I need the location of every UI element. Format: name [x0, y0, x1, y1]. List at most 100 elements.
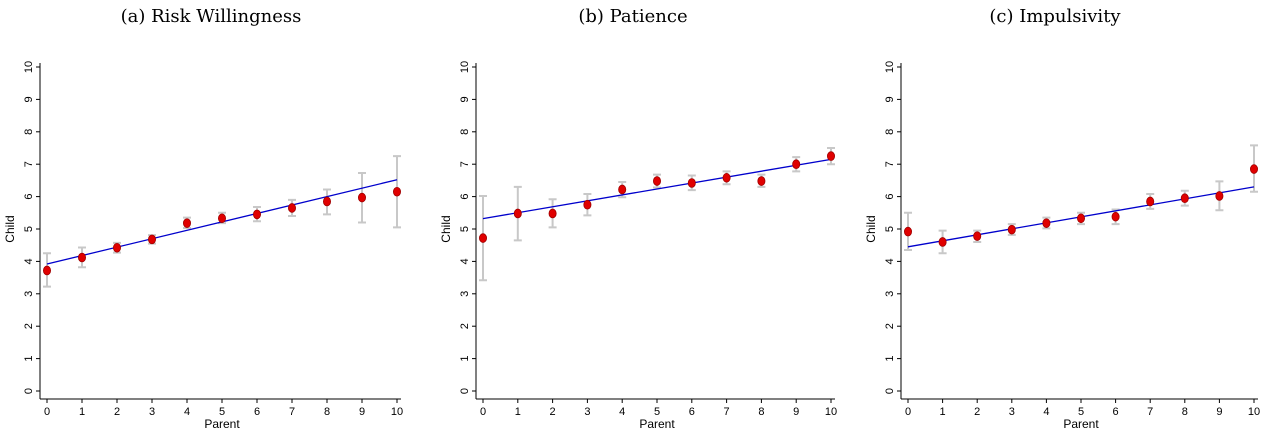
y-tick-label: 8 [23, 129, 35, 135]
x-tick-label: 7 [724, 406, 730, 418]
data-point [652, 176, 661, 186]
x-tick-label: 8 [324, 406, 330, 418]
y-tick-label: 4 [23, 258, 35, 264]
data-point [78, 252, 87, 263]
x-tick-label: 6 [254, 406, 260, 418]
data-point [113, 242, 122, 253]
x-tick-label: 3 [1009, 406, 1015, 418]
x-tick-label: 6 [689, 406, 695, 418]
y-tick-label: 1 [459, 356, 471, 362]
y-tick-label: 5 [884, 226, 896, 232]
y-tick-label: 1 [884, 356, 896, 362]
data-point [826, 151, 835, 161]
x-tick-label: 1 [79, 406, 85, 418]
panel-patience: (b) Patience 0 1 2 3 4 5 6 7 8 9 10 0 1 2 3 4 5 6 7 8 9 10 Pare… [422, 0, 844, 443]
data-point [687, 178, 696, 188]
y-tick-label: 9 [884, 96, 896, 102]
data-point [322, 196, 331, 207]
data-point [1042, 218, 1051, 228]
data-point [1076, 213, 1085, 224]
y-tick-label: 1 [23, 356, 35, 362]
x-axis-label: Parent [204, 417, 240, 431]
data-point [792, 159, 801, 170]
data-point [479, 233, 488, 243]
y-tick-label: 10 [884, 61, 896, 73]
y-axis-label: Child [864, 215, 878, 242]
x-tick-label: 5 [219, 406, 225, 418]
y-tick-label: 6 [884, 194, 896, 200]
x-tick-label: 10 [391, 406, 403, 418]
data-point [182, 218, 191, 228]
x-tick-label: 5 [1078, 406, 1084, 418]
data-point [1215, 191, 1224, 201]
chart-svg: (a) Risk Willingness 0 1 2 3 4 5 6 7 8 9 10 0 1 2 3 4 5 6 7… [3, 6, 403, 431]
y-tick-label: 2 [459, 323, 471, 329]
x-axis-label: Parent [1063, 417, 1099, 431]
x-tick-label: 2 [550, 406, 556, 418]
data-point [252, 209, 261, 220]
x-tick-label: 2 [114, 406, 120, 418]
y-tick-label: 9 [23, 96, 35, 102]
y-tick-label: 0 [23, 388, 35, 394]
data-point [1249, 164, 1258, 174]
data-point [147, 234, 156, 245]
fit-line [482, 158, 832, 220]
y-tick-label: 2 [884, 323, 896, 329]
data-point [1180, 193, 1189, 204]
data-point [618, 184, 627, 195]
y-tick-label: 5 [459, 226, 471, 232]
y-tick-label: 10 [459, 61, 471, 73]
x-tick-label: 0 [480, 406, 486, 418]
x-tick-label: 5 [654, 406, 660, 418]
data-point [1111, 211, 1120, 222]
x-tick-label: 8 [1182, 406, 1188, 418]
x-tick-label: 8 [758, 406, 764, 418]
data-point [904, 226, 913, 237]
x-tick-label: 6 [1113, 406, 1119, 418]
x-tick-label: 4 [619, 406, 625, 418]
y-tick-label: 3 [459, 291, 471, 297]
y-tick-label: 3 [23, 291, 35, 297]
chart-title: (b) Patience [578, 6, 687, 27]
y-tick-label: 7 [23, 161, 35, 167]
x-tick-label: 9 [1216, 406, 1222, 418]
data-point [43, 265, 52, 276]
y-tick-label: 6 [23, 194, 35, 200]
x-tick-label: 10 [1248, 406, 1260, 418]
data-point [287, 203, 296, 213]
data-point [973, 231, 982, 241]
x-tick-label: 4 [184, 406, 190, 418]
data-point [217, 213, 226, 224]
x-tick-label: 2 [974, 406, 980, 418]
data-point [583, 199, 592, 210]
y-tick-label: 5 [23, 226, 35, 232]
data-point [548, 208, 557, 219]
y-tick-label: 0 [884, 388, 896, 394]
chart-title: (a) Risk Willingness [121, 6, 302, 27]
data-point [513, 208, 522, 219]
y-tick-label: 4 [884, 258, 896, 264]
y-tick-label: 8 [884, 129, 896, 135]
x-tick-label: 9 [359, 406, 365, 418]
x-tick-label: 7 [1147, 406, 1153, 418]
y-tick-label: 2 [23, 323, 35, 329]
y-tick-label: 10 [23, 61, 35, 73]
x-tick-label: 1 [515, 406, 521, 418]
x-tick-label: 9 [793, 406, 799, 418]
x-tick-label: 4 [1043, 406, 1049, 418]
x-tick-label: 7 [289, 406, 295, 418]
x-tick-label: 0 [44, 406, 50, 418]
x-tick-label: 3 [584, 406, 590, 418]
chart-svg: (b) Patience 0 1 2 3 4 5 6 7 8 9 10 0 1 2 3 4 5 6 7 8 9 10 Pare… [439, 6, 837, 431]
y-tick-label: 0 [459, 388, 471, 394]
panel-risk-willingness: (a) Risk Willingness 0 1 2 3 4 5 6 7 8 9 10 0 1 2 3 4 5 6 7… [0, 0, 422, 443]
y-axis-label: Child [3, 215, 17, 242]
data-point [757, 176, 766, 186]
y-tick-label: 3 [884, 291, 896, 297]
data-point [938, 237, 947, 247]
x-tick-label: 1 [940, 406, 946, 418]
chart-title: (c) Impulsivity [989, 6, 1121, 27]
y-tick-label: 7 [884, 161, 896, 167]
y-tick-label: 6 [459, 194, 471, 200]
y-tick-label: 9 [459, 96, 471, 102]
